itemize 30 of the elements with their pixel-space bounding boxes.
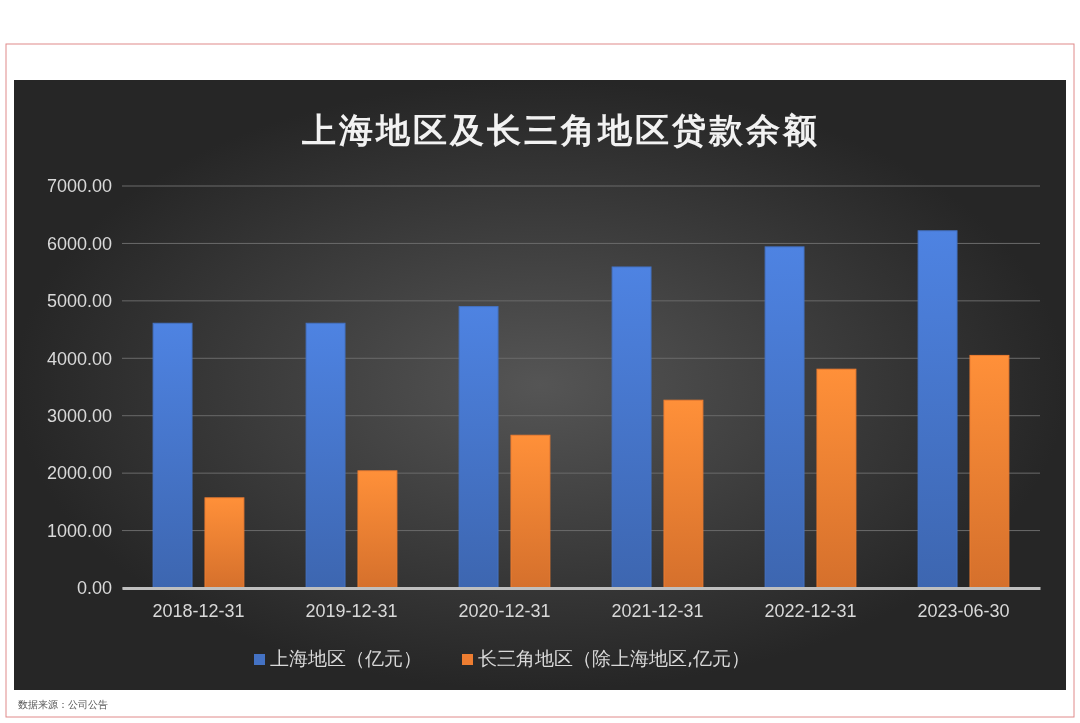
bar bbox=[357, 470, 398, 589]
bar bbox=[458, 306, 499, 589]
bar bbox=[764, 246, 805, 589]
bar bbox=[611, 266, 652, 589]
chart-title: 上海地区及长三角地区贷款余额 bbox=[301, 110, 820, 150]
y-tick-label: 2000.00 bbox=[46, 463, 112, 484]
y-tick-label: 3000.00 bbox=[46, 405, 112, 426]
x-tick-label: 2023-06-30 bbox=[917, 600, 1010, 621]
y-tick-label: 4000.00 bbox=[46, 348, 112, 369]
x-tick-label: 2019-12-31 bbox=[305, 600, 398, 621]
bar bbox=[510, 434, 551, 589]
legend-label: 上海地区（亿元） bbox=[270, 647, 422, 669]
y-tick-label: 7000.00 bbox=[46, 176, 112, 197]
bar bbox=[816, 368, 857, 589]
bar bbox=[969, 354, 1010, 589]
bar bbox=[204, 497, 245, 589]
x-tick-label: 2022-12-31 bbox=[764, 600, 857, 621]
y-tick-label: 5000.00 bbox=[46, 291, 112, 312]
bar bbox=[152, 322, 193, 589]
x-tick-label: 2018-12-31 bbox=[152, 600, 245, 621]
x-tick-label: 2020-12-31 bbox=[458, 600, 551, 621]
source-note: 数据来源：公司公告 bbox=[18, 699, 108, 710]
bar bbox=[663, 399, 704, 589]
x-tick-label: 2021-12-31 bbox=[611, 600, 704, 621]
y-tick-label: 1000.00 bbox=[46, 520, 112, 541]
legend-label: 长三角地区（除上海地区,亿元） bbox=[478, 647, 751, 669]
y-tick-label: 6000.00 bbox=[46, 233, 112, 254]
bar bbox=[917, 230, 958, 589]
bar bbox=[305, 322, 346, 589]
y-tick-label: 0.00 bbox=[76, 578, 112, 599]
